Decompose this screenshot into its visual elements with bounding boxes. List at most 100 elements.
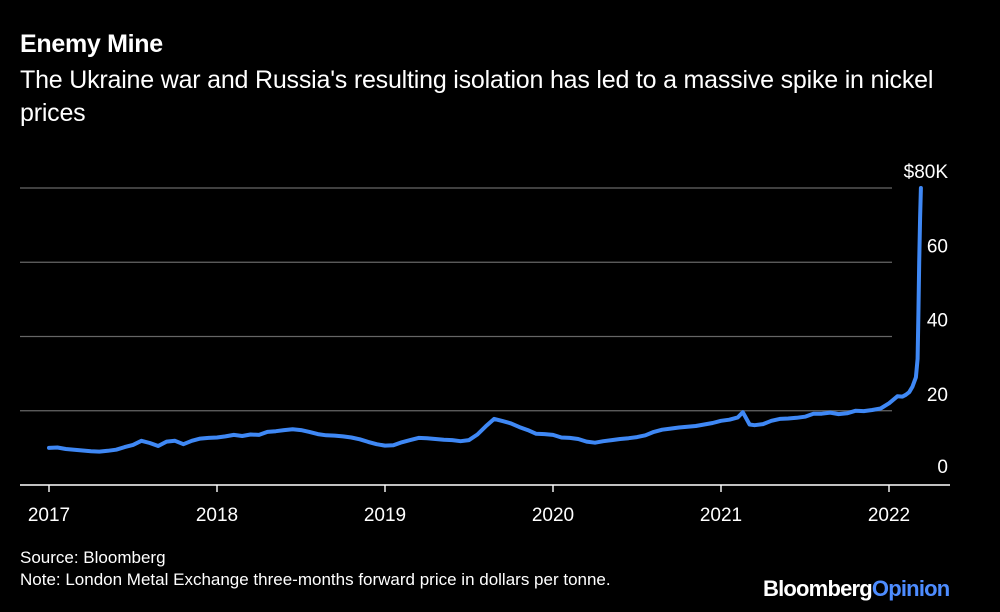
data-point: [459, 439, 463, 443]
data-point: [618, 437, 622, 441]
data-point: [917, 260, 921, 264]
data-point: [72, 448, 76, 452]
data-point: [803, 415, 807, 419]
data-point: [265, 430, 269, 434]
data-point: [165, 439, 169, 444]
data-point: [215, 435, 219, 440]
data-point: [685, 425, 690, 429]
y-tick-label-0: 0: [937, 457, 948, 478]
data-point: [677, 425, 681, 430]
x-tick-label-1: 2018: [196, 505, 238, 526]
x-tick-label-4: 2021: [700, 505, 742, 526]
y-axis-labels: 0 20 40 60 $80K: [904, 162, 949, 478]
data-point: [918, 216, 922, 220]
data-point: [81, 448, 85, 453]
data-point: [900, 395, 905, 399]
data-point: [879, 406, 883, 411]
data-point: [55, 445, 60, 450]
data-point: [232, 433, 236, 437]
data-point: [64, 447, 68, 451]
data-point: [207, 436, 211, 440]
data-point: [131, 443, 135, 447]
chart-title: Enemy Mine: [20, 30, 163, 58]
data-point: [391, 443, 395, 447]
y-tick-label-3: 60: [927, 236, 948, 257]
data-point: [358, 437, 362, 441]
data-point: [240, 434, 244, 438]
x-tick-label-3: 2020: [532, 505, 574, 526]
data-point: [660, 428, 664, 432]
data-point: [576, 437, 580, 441]
data-point: [417, 436, 421, 440]
data-point: [433, 437, 437, 441]
data-point: [475, 432, 479, 437]
x-tick-label-5: 2022: [868, 505, 910, 526]
source-note: Source: Bloomberg: [20, 548, 166, 567]
data-point: [747, 422, 752, 427]
data-point: [601, 439, 606, 443]
data-point: [114, 448, 118, 452]
data-point: [408, 438, 412, 442]
data-point: [702, 422, 706, 427]
data-point: [442, 438, 446, 442]
data-point: [400, 440, 404, 444]
series-layer: [47, 186, 923, 454]
data-point: [711, 421, 715, 425]
data-point: [828, 411, 832, 415]
data-point: [862, 409, 866, 413]
data-point: [795, 416, 799, 420]
data-point: [282, 428, 286, 432]
data-point: [635, 435, 639, 439]
data-point: [341, 434, 345, 438]
data-point: [274, 429, 278, 433]
data-point: [904, 393, 908, 397]
x-tick-label-2: 2019: [364, 505, 406, 526]
data-point: [333, 434, 337, 438]
data-point: [526, 428, 530, 432]
data-point: [736, 415, 740, 420]
y-tick-label-4: $80K: [904, 162, 949, 183]
data-point: [895, 394, 900, 398]
data-point: [47, 446, 51, 450]
data-point: [509, 421, 513, 425]
data-point: [190, 439, 194, 443]
data-point: [585, 439, 589, 444]
data-point: [501, 419, 505, 423]
data-point: [97, 449, 101, 454]
data-point: [123, 445, 127, 449]
data-point: [450, 438, 454, 442]
data-point: [349, 435, 353, 440]
data-point: [910, 385, 915, 389]
data-point: [907, 390, 911, 394]
data-point: [610, 438, 614, 442]
data-point: [914, 375, 918, 379]
series-line-nickel-price: [47, 186, 923, 454]
data-point: [769, 419, 774, 423]
data-point: [425, 436, 429, 440]
data-point: [568, 436, 572, 440]
data-point: [786, 416, 790, 421]
data-point: [837, 412, 841, 416]
data-point: [467, 438, 471, 442]
data-point: [593, 441, 597, 445]
data-point: [627, 436, 631, 440]
data-point: [492, 417, 496, 421]
data-point: [761, 422, 765, 426]
data-point: [753, 423, 757, 427]
data-point: [249, 432, 253, 437]
logo-word-bloomberg: Bloomberg: [763, 576, 873, 601]
data-point: [694, 424, 698, 428]
data-point: [257, 433, 261, 437]
data-point: [198, 436, 202, 441]
data-point: [916, 312, 921, 316]
data-point: [811, 412, 816, 416]
data-point: [741, 410, 745, 414]
data-point: [870, 408, 874, 412]
data-point: [139, 439, 143, 443]
data-point: [559, 435, 564, 440]
data-point: [727, 418, 732, 422]
data-point: [719, 419, 723, 423]
data-point: [106, 449, 110, 453]
y-tick-label-1: 20: [927, 385, 948, 406]
